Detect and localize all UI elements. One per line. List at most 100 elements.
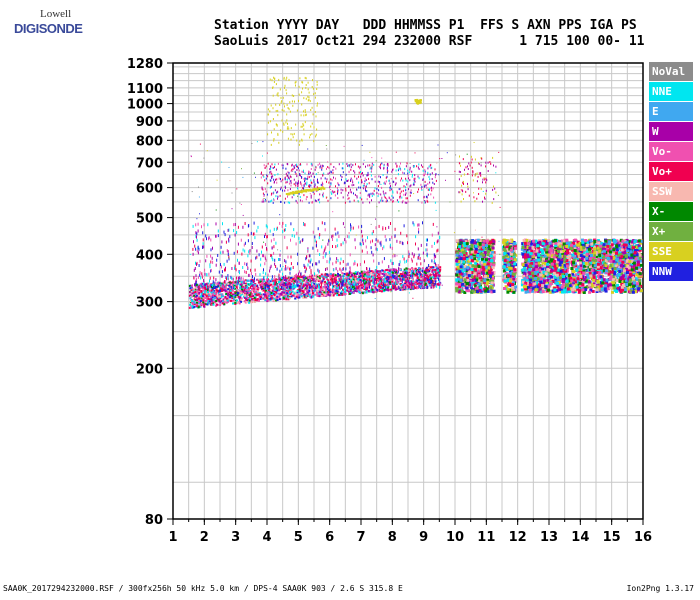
echo-point xyxy=(215,300,218,302)
echo-point xyxy=(401,284,404,286)
echo-point xyxy=(391,268,394,271)
echo-point xyxy=(237,242,239,246)
echo-point xyxy=(285,260,287,264)
echo-point xyxy=(312,293,315,296)
echo-point xyxy=(387,284,390,286)
echo-point xyxy=(275,265,277,268)
echo-point xyxy=(392,282,395,285)
echo-point xyxy=(266,225,268,229)
echo-point xyxy=(229,282,231,286)
echo-point xyxy=(322,251,324,255)
echo-point xyxy=(321,283,322,287)
echo-point xyxy=(210,302,213,305)
echo-point xyxy=(259,278,262,281)
echo-point xyxy=(297,262,299,266)
echo-point xyxy=(282,221,284,225)
echo-point xyxy=(250,272,252,275)
echo-point xyxy=(426,248,428,252)
echo-point xyxy=(290,291,293,294)
echo-point xyxy=(348,286,351,289)
echo-point xyxy=(208,287,211,290)
echo-point xyxy=(301,281,303,285)
echo-point xyxy=(205,283,208,286)
echo-point xyxy=(209,284,211,288)
echo-point xyxy=(392,285,394,288)
echo-point xyxy=(276,279,279,282)
echo-point xyxy=(227,228,229,232)
echo-point xyxy=(323,273,326,276)
echo-point xyxy=(332,275,335,277)
echo-point xyxy=(281,267,283,271)
echo-point xyxy=(196,261,198,265)
echo-point xyxy=(220,274,222,278)
echo-point xyxy=(366,267,368,271)
echo-point xyxy=(287,291,290,294)
echo-point xyxy=(248,297,251,300)
echo-point xyxy=(213,297,216,299)
echo-point xyxy=(217,295,219,298)
echo-point xyxy=(236,231,238,234)
echo-point xyxy=(372,276,374,279)
echo-point xyxy=(271,254,273,258)
x-tick-label: 16 xyxy=(634,530,652,545)
echo-point xyxy=(220,263,221,267)
echo-point xyxy=(297,252,299,256)
echo-point xyxy=(272,288,275,290)
echo-point xyxy=(426,254,428,258)
echo-point xyxy=(372,285,375,288)
echo-point xyxy=(351,273,353,277)
echo-point xyxy=(614,256,618,259)
echo-point xyxy=(212,290,215,293)
echo-point xyxy=(376,288,379,291)
echo-point xyxy=(271,275,273,279)
echo-point xyxy=(329,283,331,286)
echo-point xyxy=(346,282,349,285)
echo-point xyxy=(436,276,439,279)
echo-point xyxy=(217,254,219,257)
echo-point xyxy=(350,272,353,275)
echo-point xyxy=(411,283,414,286)
echo-point xyxy=(314,288,317,291)
echo-point xyxy=(492,256,496,260)
echo-point xyxy=(316,274,319,277)
echo-point xyxy=(392,261,394,265)
echo-point xyxy=(318,285,320,289)
echo-point xyxy=(305,277,308,280)
echo-point xyxy=(379,241,381,245)
echo-point xyxy=(269,229,271,233)
echo-point xyxy=(246,279,248,283)
echo-point xyxy=(391,284,393,288)
echo-point xyxy=(194,291,197,293)
echo-point xyxy=(337,244,339,248)
echo-point xyxy=(415,242,416,246)
echo-point xyxy=(581,238,584,242)
echo-point xyxy=(244,294,247,297)
echo-point xyxy=(189,301,192,304)
echo-point xyxy=(312,284,314,287)
echo-point xyxy=(291,234,293,238)
echo-point xyxy=(199,283,202,286)
echo-point xyxy=(278,277,281,280)
echo-point xyxy=(405,280,408,283)
echo-point xyxy=(272,299,275,301)
echo-point xyxy=(262,293,265,296)
echo-point xyxy=(394,234,396,238)
echo-point xyxy=(243,288,246,291)
echo-point xyxy=(425,238,427,242)
echo-point xyxy=(384,285,386,289)
echo-point xyxy=(240,285,242,289)
echo-point xyxy=(265,295,268,298)
echo-point xyxy=(239,278,241,282)
echo-point xyxy=(227,288,230,291)
echo-point xyxy=(347,274,350,277)
echo-point xyxy=(296,291,299,294)
echo-point xyxy=(278,258,279,261)
echo-point xyxy=(398,268,401,271)
echo-point xyxy=(231,267,233,270)
echo-point xyxy=(283,283,285,287)
echo-point xyxy=(259,298,262,300)
echo-point xyxy=(318,275,321,278)
echo-point xyxy=(233,251,235,255)
echo-point xyxy=(247,288,250,291)
echo-point xyxy=(288,287,291,290)
